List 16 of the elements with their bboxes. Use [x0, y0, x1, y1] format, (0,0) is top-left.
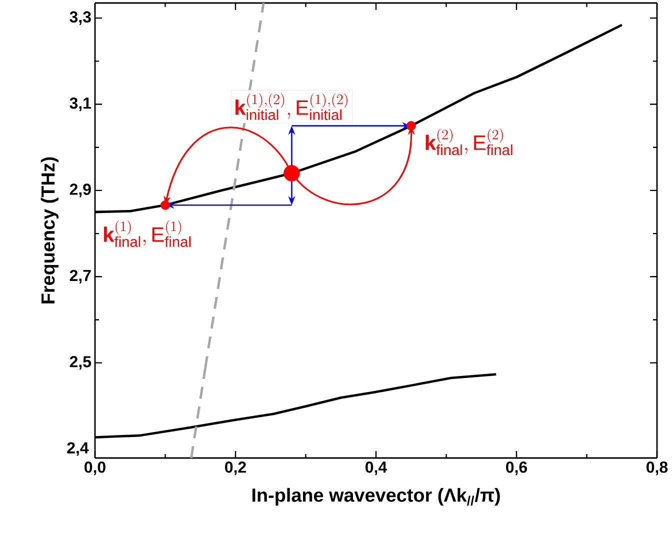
x-tick-label: 0,0: [84, 462, 106, 476]
y-tick-label: 2,9: [70, 184, 91, 198]
x-tick-label: 0,2: [225, 462, 246, 476]
y-tick-label: 2,7: [70, 270, 91, 284]
y-tick-label: 3,3: [70, 11, 91, 25]
x-tick-label: 0,8: [646, 462, 668, 476]
annotation: $\mathbf{k}^{(2)}_{\mathrm{final}},\mathrm{E}^{(2)}_{\mathrm{final}}$: [426, 128, 512, 156]
x-tick-label: 0,6: [506, 462, 527, 476]
annotation: $\mathbf{k}^{(1),(2)}_{\mathrm{initial}},\mathrm{E}^{(1),(2)}_{\mathrm{initial}}$: [236, 93, 348, 120]
y-axis-title: Frequency (THz): [40, 157, 58, 304]
annotation: $\mathbf{k}^{(1)}_{\mathrm{final}},\mathrm{E}^{(1)}_{\mathrm{final}}$: [104, 220, 190, 247]
y-tick-label: 3,1: [70, 97, 92, 112]
x-tick-label: 0,4: [366, 462, 387, 476]
text: 2,4: [67, 442, 89, 456]
x-axis-title: In-plane wavevector (Λk$_{//}$/π): [252, 488, 500, 506]
y-tick-label: 2,5: [70, 356, 92, 370]
